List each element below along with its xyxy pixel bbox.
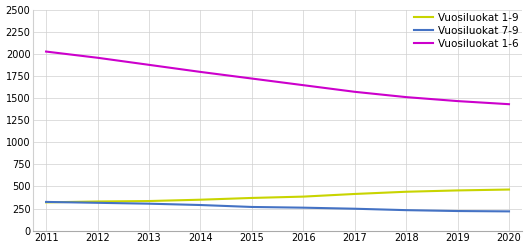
Vuosiluokat 1-9 xyxy=(94,200,101,203)
Vuosiluokat 1-6 xyxy=(249,77,255,80)
Legend: Vuosiluokat 1-9, Vuosiluokat 7-9, Vuosiluokat 1-6: Vuosiluokat 1-9, Vuosiluokat 7-9, Vuosil… xyxy=(414,13,519,49)
Vuosiluokat 1-9 xyxy=(351,192,358,195)
Vuosiluokat 7-9 xyxy=(403,209,409,212)
Vuosiluokat 7-9 xyxy=(454,210,461,213)
Vuosiluokat 7-9 xyxy=(43,200,49,203)
Vuosiluokat 1-9 xyxy=(249,196,255,199)
Vuosiluokat 1-6 xyxy=(146,63,152,66)
Vuosiluokat 1-6 xyxy=(94,56,101,59)
Vuosiluokat 1-6 xyxy=(403,96,409,99)
Vuosiluokat 1-9 xyxy=(454,189,461,192)
Line: Vuosiluokat 1-6: Vuosiluokat 1-6 xyxy=(46,52,509,104)
Vuosiluokat 7-9 xyxy=(94,201,101,204)
Vuosiluokat 7-9 xyxy=(197,203,204,206)
Vuosiluokat 7-9 xyxy=(300,206,306,209)
Vuosiluokat 1-6 xyxy=(197,70,204,73)
Line: Vuosiluokat 1-9: Vuosiluokat 1-9 xyxy=(46,189,509,202)
Vuosiluokat 7-9 xyxy=(249,205,255,208)
Vuosiluokat 1-9 xyxy=(43,201,49,204)
Vuosiluokat 1-9 xyxy=(403,190,409,193)
Vuosiluokat 1-6 xyxy=(506,103,512,106)
Vuosiluokat 1-6 xyxy=(300,84,306,87)
Vuosiluokat 1-6 xyxy=(351,90,358,93)
Vuosiluokat 1-6 xyxy=(43,50,49,53)
Vuosiluokat 1-9 xyxy=(146,199,152,202)
Vuosiluokat 1-9 xyxy=(300,195,306,198)
Vuosiluokat 7-9 xyxy=(146,202,152,205)
Vuosiluokat 1-9 xyxy=(506,188,512,191)
Vuosiluokat 7-9 xyxy=(506,210,512,213)
Vuosiluokat 1-9 xyxy=(197,198,204,201)
Vuosiluokat 1-6 xyxy=(454,100,461,103)
Line: Vuosiluokat 7-9: Vuosiluokat 7-9 xyxy=(46,202,509,211)
Vuosiluokat 7-9 xyxy=(351,207,358,210)
